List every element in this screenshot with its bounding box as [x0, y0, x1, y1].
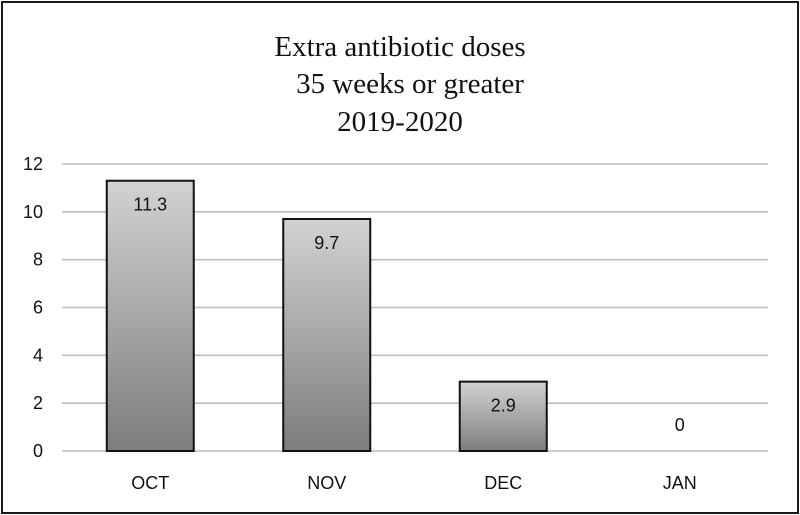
- y-tick-label-2: 2: [33, 393, 43, 413]
- y-tick-label-6: 6: [33, 298, 43, 318]
- y-axis-ticks: 0 2 4 6 8 10 12: [23, 154, 43, 461]
- data-label-jan: 0: [675, 415, 685, 435]
- data-label-oct: 11.3: [133, 195, 167, 215]
- data-label-nov: 9.7: [314, 233, 339, 253]
- x-tick-label-nov: NOV: [307, 473, 346, 493]
- bars: [105, 179, 548, 452]
- data-labels: 11.3 9.7 2.9 0: [133, 195, 684, 435]
- y-tick-label-12: 12: [23, 154, 43, 174]
- x-axis-labels: OCT NOV DEC JAN: [131, 473, 697, 493]
- x-tick-label-dec: DEC: [484, 473, 522, 493]
- data-label-dec: 2.9: [491, 396, 516, 416]
- y-tick-label-4: 4: [33, 345, 43, 365]
- y-tick-label-10: 10: [23, 202, 43, 222]
- x-tick-label-oct: OCT: [131, 473, 169, 493]
- y-tick-label-0: 0: [33, 441, 43, 461]
- bar-dec: [458, 380, 548, 452]
- chart-title: Extra antibiotic doses 35 weeks or great…: [274, 31, 525, 138]
- y-tick-label-8: 8: [33, 250, 43, 270]
- chart-title-line-3: 2019-2020: [337, 106, 463, 138]
- bar-nov: [282, 218, 372, 452]
- bar-oct: [105, 179, 195, 452]
- x-tick-label-jan: JAN: [663, 473, 697, 493]
- chart-title-line-1: Extra antibiotic doses: [274, 31, 525, 63]
- chart-title-line-2: 35 weeks or greater: [296, 68, 524, 100]
